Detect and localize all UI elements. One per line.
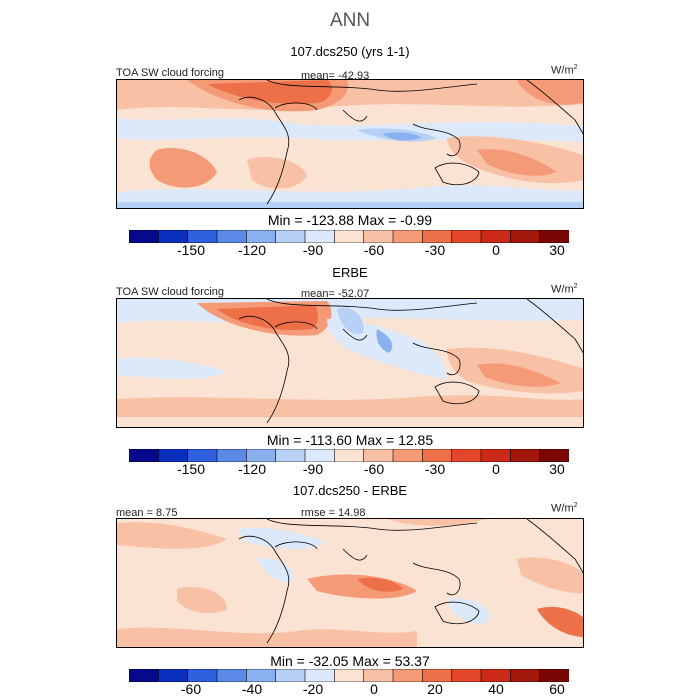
panel-title: 107.dcs250 (yrs 1-1) — [290, 44, 410, 59]
panel-center-label: mean= -52.07 — [301, 288, 370, 300]
units-label: W/m2 — [551, 283, 578, 296]
figure-title: ANN — [329, 10, 371, 31]
colorbar-ticks: -60 -40 -20 0 20 40 60 — [129, 681, 569, 697]
colorbar-tick: -30 — [424, 242, 446, 258]
colorbar-swatch — [539, 230, 569, 243]
min-max-text: Min = -113.60 Max = 12.85 — [266, 432, 434, 448]
colorbar-ticks: -150 -120 -90 -60 -30 0 30 — [129, 461, 569, 477]
map-panel-observed — [116, 298, 584, 428]
panel-title: ERBE — [332, 265, 368, 280]
map-panel-model — [116, 79, 584, 209]
map-panel-difference — [116, 518, 584, 648]
colorbar-tick: -90 — [302, 242, 324, 258]
colorbar-tick: -150 — [176, 461, 206, 477]
units-label: W/m2 — [551, 502, 578, 515]
colorbar-tick: -120 — [237, 461, 267, 477]
colorbar-tick: 30 — [549, 242, 565, 258]
colorbar-tick: 60 — [549, 681, 565, 697]
colorbar — [129, 669, 569, 682]
colorbar-tick: 40 — [488, 681, 504, 697]
panel-left-label: mean = 8.75 — [116, 507, 178, 519]
colorbar-tick: 0 — [492, 242, 500, 258]
panel-center-label: rmse = 14.98 — [301, 507, 366, 519]
units-label: W/m2 — [551, 64, 578, 77]
colorbar-swatch — [539, 669, 569, 682]
colorbar — [129, 449, 569, 462]
colorbar-tick: -150 — [176, 242, 206, 258]
colorbar-tick: -30 — [424, 461, 446, 477]
colorbar-tick: -120 — [237, 242, 267, 258]
colorbar-tick: -40 — [241, 681, 263, 697]
colorbar-tick: -60 — [363, 461, 385, 477]
panel-title: 107.dcs250 - ERBE — [292, 483, 408, 498]
colorbar — [129, 230, 569, 243]
colorbar-tick: -90 — [302, 461, 324, 477]
colorbar-tick: -20 — [302, 681, 324, 697]
min-max-text: Min = -123.88 Max = -0.99 — [267, 212, 433, 228]
colorbar-swatch — [539, 449, 569, 462]
panel-left-label: TOA SW cloud forcing — [116, 286, 225, 298]
colorbar-tick: 0 — [370, 681, 378, 697]
colorbar-tick: -60 — [180, 681, 202, 697]
colorbar-tick: 30 — [549, 461, 565, 477]
colorbar-tick: 0 — [492, 461, 500, 477]
panel-left-label: TOA SW cloud forcing — [116, 67, 225, 79]
colorbar-tick: 20 — [427, 681, 443, 697]
colorbar-ticks: -150 -120 -90 -60 -30 0 30 — [129, 242, 569, 258]
colorbar-tick: -60 — [363, 242, 385, 258]
min-max-text: Min = -32.05 Max = 53.37 — [270, 653, 430, 669]
